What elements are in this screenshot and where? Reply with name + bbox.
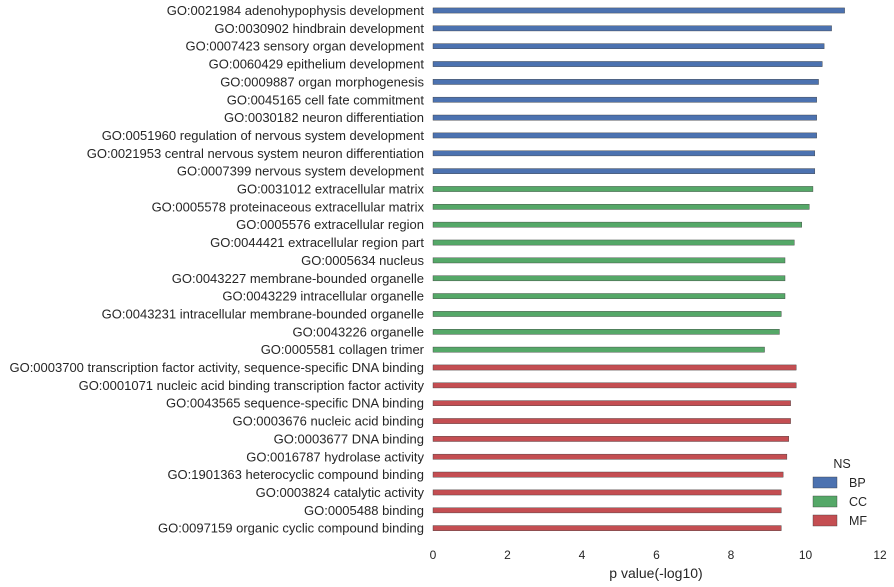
bar-mf [432,453,788,460]
category-label: GO:0005488 binding [304,503,424,518]
x-tick-label: 4 [579,548,586,562]
bar-cc [432,257,786,264]
bar-cc [432,346,765,353]
category-label: GO:0005578 proteinaceous extracellular m… [152,199,425,214]
legend-swatch-bp [812,476,838,489]
bar-mf [432,489,782,496]
x-tick-label: 10 [799,548,813,562]
legend-label-cc: CC [849,495,867,509]
bar-cc [432,293,786,299]
bar-mf [432,471,784,478]
category-label: GO:0003700 transcription factor activity… [9,360,424,375]
category-label: GO:0043231 intracellular membrane-bounde… [102,306,424,321]
category-label: GO:0030902 hindbrain development [214,21,424,36]
legend-label-mf: MF [849,514,867,528]
bar-bp [432,168,816,174]
bar-cc [432,275,786,282]
category-labels: GO:0021984 adenohypophysis development GO… [9,3,424,536]
legend-entries: BP CC MF [812,476,867,528]
category-label: GO:0045165 cell fate commitment [227,92,425,107]
x-tick-label: 0 [430,548,437,562]
bar-bp [432,79,819,85]
category-label: GO:0009887 organ morphogenesis [220,74,424,89]
bar-mf [432,400,791,407]
category-label: GO:0003677 DNA binding [274,431,424,446]
category-label: GO:0043565 sequence-specific DNA binding [166,396,424,411]
category-label: GO:0005576 extracellular region [236,217,424,232]
category-label: GO:0043227 membrane-bounded organelle [172,271,424,286]
bar-bp [432,7,845,14]
x-tick-label: 8 [728,548,735,562]
category-label: GO:0043226 organelle [292,324,424,339]
legend: NS BP CC MF [812,457,867,528]
category-label: GO:0043229 intracellular organelle [222,289,424,304]
category-label: GO:0021953 central nervous system neuron… [87,146,424,161]
x-axis-label: p value(-log10) [609,565,702,581]
bar-cc [432,221,802,228]
category-label: GO:0007399 nervous system development [177,164,425,179]
legend-swatch-cc [812,495,838,508]
bar-bp [432,114,817,121]
legend-title: NS [833,457,850,471]
bar-cc [432,311,782,317]
bar-mf [432,507,782,514]
category-label: GO:0003824 catalytic activity [256,485,425,500]
category-label: GO:0051960 regulation of nervous system … [102,128,425,143]
bar-mf [432,418,791,424]
bars-layer [432,7,845,531]
category-label: GO:0044421 extracellular region part [210,235,424,250]
category-label: GO:0030182 neuron differentiation [224,110,424,125]
bar-mf [432,382,797,389]
category-label: GO:0021984 adenohypophysis development [167,3,425,18]
bar-bp [432,61,823,67]
x-axis-ticks: 0 2 4 6 8 10 12 [430,548,887,562]
bar-bp [432,150,816,157]
x-tick-label: 12 [873,548,887,562]
bar-mf [432,436,789,442]
category-label: GO:1901363 heterocyclic compound binding [167,467,424,482]
category-label: GO:0005581 collagen trimer [261,342,425,357]
category-label: GO:0097159 organic cyclic compound bindi… [158,521,424,536]
legend-swatch-mf [812,514,838,527]
bar-bp [432,132,817,139]
category-label: GO:0016787 hydrolase activity [246,449,424,464]
category-label: GO:0003676 nucleic acid binding [232,414,424,429]
category-label: GO:0005634 nucleus [301,253,424,268]
bar-bp [432,96,817,103]
bar-cc [432,329,780,335]
bar-mf [432,525,782,531]
bar-bp [432,43,825,49]
category-label: GO:0060429 epithelium development [209,57,425,72]
bar-cc [432,239,795,246]
legend-label-bp: BP [849,476,866,490]
category-label: GO:0031012 extracellular matrix [237,182,425,197]
category-label: GO:0001071 nucleic acid binding transcri… [79,378,425,393]
bar-cc [432,186,814,192]
bar-mf [432,364,797,371]
x-tick-label: 2 [504,548,511,562]
bar-cc [432,204,810,210]
bar-bp [432,25,832,32]
x-tick-label: 6 [653,548,660,562]
category-label: GO:0007423 sensory organ development [186,39,425,54]
